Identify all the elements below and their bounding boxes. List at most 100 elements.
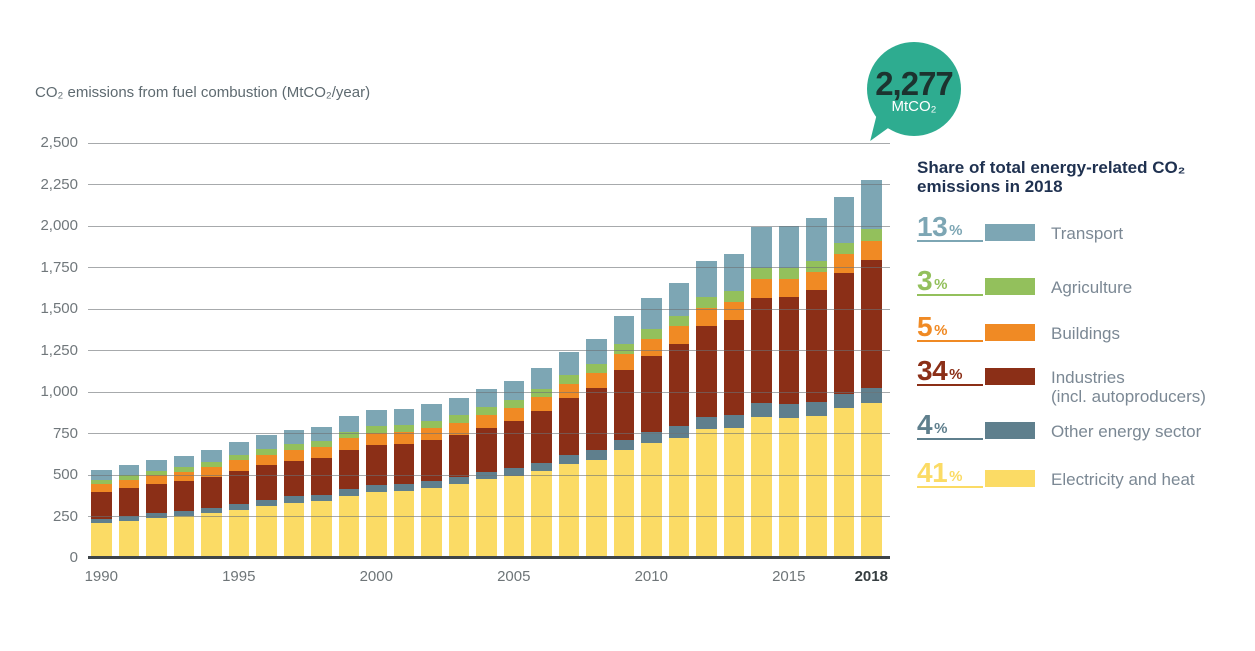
bar-segment xyxy=(201,467,222,477)
bar-segment xyxy=(393,431,414,445)
bar-segment xyxy=(146,470,167,476)
legend-percent-value: 3 xyxy=(917,265,933,296)
bar-segment xyxy=(696,429,717,558)
bar-segment xyxy=(338,450,359,489)
bar-2004 xyxy=(476,388,497,558)
legend-percent: 41% xyxy=(917,459,983,488)
legend-swatch xyxy=(985,422,1035,439)
bar-segment xyxy=(201,507,222,514)
bar-segment xyxy=(723,254,744,292)
x-axis-labels: 1990 1995 2000 2005 2010 2015 2018 xyxy=(85,568,890,590)
bar-segment xyxy=(311,427,332,442)
bar-segment xyxy=(256,505,277,558)
bar-segment xyxy=(531,368,552,390)
bar-2018 xyxy=(861,180,882,558)
bar-segment xyxy=(228,454,249,461)
bar-2008 xyxy=(586,338,607,558)
legend-row-transport: 13% Transport xyxy=(917,213,1123,243)
bar-segment xyxy=(641,443,662,558)
bar-segment xyxy=(201,450,222,463)
bar-segment xyxy=(723,427,744,558)
bar-segment xyxy=(668,315,689,327)
bar-segment xyxy=(558,455,579,465)
bar-segment xyxy=(641,328,662,339)
bar-segment xyxy=(833,273,854,394)
bar-segment xyxy=(641,298,662,329)
bar-segment xyxy=(448,422,469,436)
bar-segment xyxy=(146,513,167,519)
bar-segment xyxy=(586,388,607,451)
gridline xyxy=(88,433,890,434)
percent-sign: % xyxy=(934,276,948,293)
bar-segment xyxy=(668,326,689,344)
gridline xyxy=(88,225,890,227)
legend-row-electricity-and-heat: 41% Electricity and heat xyxy=(917,459,1195,489)
bar-segment xyxy=(503,476,524,558)
percent-sign: % xyxy=(949,222,963,239)
x-tick-label-2015: 2015 xyxy=(772,568,806,585)
bar-segment xyxy=(421,403,442,421)
bar-1996 xyxy=(256,435,277,558)
legend-swatch xyxy=(985,470,1035,487)
bar-segment xyxy=(173,481,194,511)
bar-segment xyxy=(806,290,827,402)
gridline xyxy=(88,474,890,476)
bar-segment xyxy=(228,460,249,471)
bar-2013 xyxy=(723,254,744,558)
bar-segment xyxy=(476,388,497,407)
bar-segment xyxy=(668,343,689,427)
bar-segment xyxy=(146,518,167,558)
bar-segment xyxy=(723,414,744,428)
bar-segment xyxy=(366,445,387,486)
bar-segment xyxy=(91,492,112,519)
bar-1993 xyxy=(173,456,194,558)
bar-segment xyxy=(668,437,689,558)
gridline xyxy=(88,184,890,185)
bar-segment xyxy=(476,479,497,558)
bar-segment xyxy=(448,435,469,478)
bar-segment xyxy=(338,416,359,432)
bar-2014 xyxy=(751,226,772,558)
bar-segment xyxy=(311,494,332,502)
bar-segment xyxy=(283,460,304,497)
bar-2010 xyxy=(641,298,662,558)
bar-1998 xyxy=(311,427,332,558)
bar-2005 xyxy=(503,380,524,558)
bar-segment xyxy=(641,338,662,356)
legend-percent-value: 34 xyxy=(917,355,948,386)
bar-segment xyxy=(228,442,249,455)
bar-segment xyxy=(393,444,414,484)
legend-heading: Share of total energy-related CO₂ emissi… xyxy=(917,158,1186,196)
bar-segment xyxy=(476,414,497,428)
bar-segment xyxy=(118,520,139,558)
bar-segment xyxy=(393,425,414,432)
bar-segment xyxy=(311,458,332,495)
bar-segment xyxy=(861,259,882,389)
bar-segment xyxy=(311,501,332,558)
bar-1999 xyxy=(338,416,359,558)
bar-segment xyxy=(91,483,112,493)
bar-2001 xyxy=(393,408,414,558)
bar-segment xyxy=(641,355,662,433)
bar-segment xyxy=(393,408,414,426)
gridline xyxy=(88,142,890,144)
bar-2012 xyxy=(696,260,717,558)
legend-row-agriculture: 3% Agriculture xyxy=(917,265,1132,297)
x-tick-label-2005: 2005 xyxy=(497,568,531,585)
bar-segment xyxy=(833,393,854,409)
gridline xyxy=(88,267,890,268)
bar-segment xyxy=(696,326,717,417)
bar-segment xyxy=(283,429,304,444)
bar-segment xyxy=(723,320,744,415)
bar-segment xyxy=(91,523,112,558)
bar-segment xyxy=(696,296,717,308)
bar-segment xyxy=(558,351,579,375)
bar-segment xyxy=(228,470,249,504)
bar-segment xyxy=(421,480,442,488)
bar-segment xyxy=(558,374,579,384)
legend-label: Industries (incl. autoproducers) xyxy=(1051,368,1206,406)
bar-segment xyxy=(338,438,359,451)
legend-swatch xyxy=(985,224,1035,241)
legend-swatch xyxy=(985,278,1035,295)
bar-2016 xyxy=(806,217,827,558)
